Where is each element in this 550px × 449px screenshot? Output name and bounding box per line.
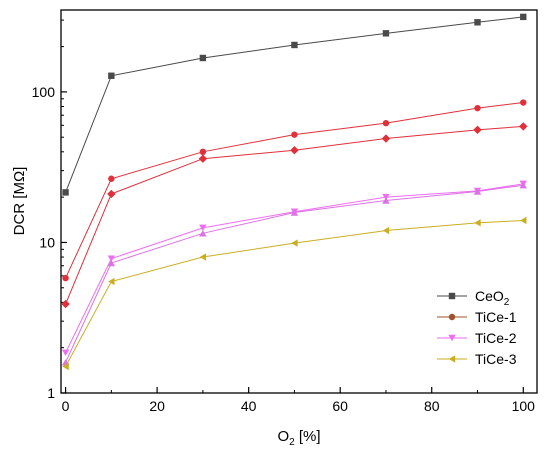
series-3	[61, 180, 527, 356]
data-point	[381, 134, 391, 143]
legend-label-text: CeO	[475, 288, 504, 304]
data-point	[520, 13, 527, 21]
data-point	[474, 104, 481, 112]
data-point	[108, 72, 115, 79]
legend-entry: TiCe-2	[437, 330, 517, 346]
data-point	[62, 274, 69, 282]
legend-entry: TiCe-1	[437, 309, 517, 325]
data-point	[62, 362, 69, 371]
data-point	[107, 259, 116, 267]
legend-label: TiCe-1	[475, 309, 517, 325]
y-axis-title: DCR [MΩ]	[11, 167, 28, 236]
data-point	[382, 226, 390, 235]
data-point	[290, 209, 299, 216]
data-point	[474, 219, 481, 227]
x-tick-label: 100	[512, 398, 536, 414]
y-axis-ticks: 1 10 100	[32, 19, 67, 401]
legend-label-text: TiCe-2	[475, 330, 517, 346]
data-point	[291, 131, 298, 138]
legend-marker	[448, 334, 456, 342]
series-layer	[61, 13, 528, 371]
data-point	[108, 175, 115, 182]
data-point	[291, 239, 298, 247]
legend-entry: CeO2	[437, 288, 510, 308]
legend-marker	[448, 355, 456, 363]
data-point	[199, 224, 207, 232]
data-point	[519, 182, 527, 189]
data-point	[519, 122, 528, 131]
data-point	[382, 193, 390, 201]
legend-entry: TiCe-3	[437, 351, 517, 367]
data-point	[473, 125, 482, 135]
series-line	[65, 102, 524, 279]
y-tick-label: 10	[39, 234, 55, 250]
data-point	[291, 41, 298, 49]
data-point	[199, 148, 207, 156]
data-point	[62, 189, 69, 196]
data-point	[199, 253, 207, 261]
x-axis-title: O2 [%]	[277, 428, 320, 448]
y-tick-label: 100	[32, 84, 56, 100]
y-tick-label: 1	[47, 385, 55, 401]
legend-label-subscript: 2	[504, 297, 510, 308]
data-point	[382, 119, 390, 127]
legend-label: TiCe-2	[475, 330, 517, 346]
data-point	[199, 54, 207, 62]
data-point	[473, 188, 482, 195]
x-tick-label: 40	[241, 398, 257, 414]
x-tick-label: 80	[424, 398, 440, 414]
data-point	[108, 277, 115, 286]
data-point	[198, 154, 208, 163]
legend-marker	[448, 313, 456, 321]
data-point	[474, 19, 481, 26]
data-point	[107, 255, 116, 262]
legend-marker	[448, 292, 456, 300]
data-point	[107, 189, 116, 199]
series-0	[62, 13, 527, 196]
series-1	[62, 99, 527, 282]
data-point	[290, 146, 299, 155]
data-point	[520, 216, 527, 225]
x-tick-label: 60	[332, 398, 348, 414]
x-tick-label: 20	[149, 398, 165, 414]
legend-label: TiCe-3	[475, 351, 517, 367]
data-point	[61, 349, 70, 356]
x-axis-ticks: 0 20 40 60 80 100	[62, 387, 535, 414]
series-5	[62, 216, 527, 371]
legend-label: CeO2	[475, 288, 510, 308]
legend-label-text: TiCe-1	[475, 309, 517, 325]
series-2	[61, 122, 528, 309]
data-point	[61, 299, 70, 309]
data-point	[382, 197, 390, 204]
plot-frame	[60, 9, 538, 394]
data-point	[199, 230, 207, 237]
x-tick-label: 0	[62, 398, 70, 414]
data-point	[520, 99, 527, 106]
data-point	[382, 30, 390, 37]
legend-label-text: TiCe-3	[475, 351, 517, 367]
